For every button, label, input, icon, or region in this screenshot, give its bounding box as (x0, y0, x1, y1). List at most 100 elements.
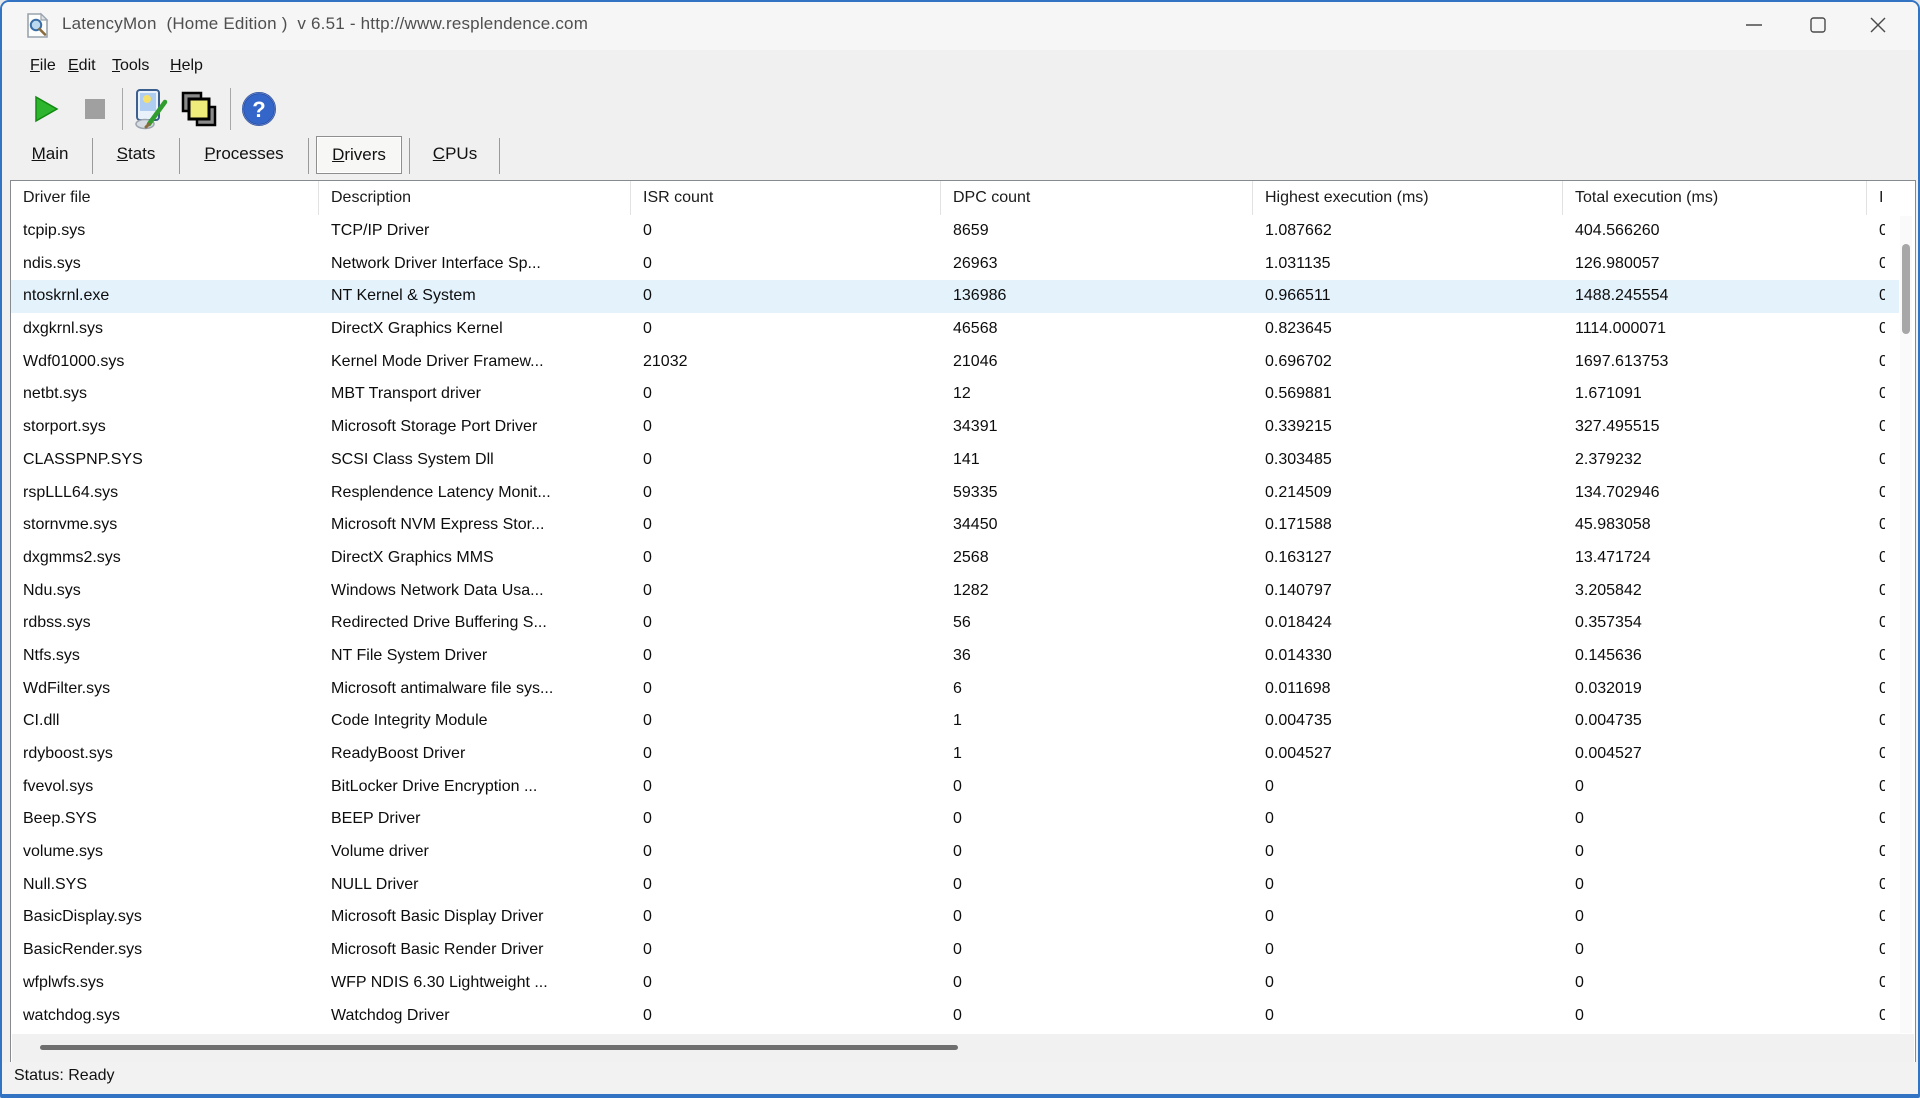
table-row[interactable]: storport.sys Microsoft Storage Port Driv… (11, 411, 1899, 444)
maximize-button[interactable] (1786, 2, 1850, 48)
cell-total-execution: 1488.245554 (1575, 287, 1669, 305)
minimize-button[interactable] (1722, 2, 1786, 48)
cell-clipped: 0 (1867, 1000, 1885, 1033)
cell-dpc-count: 56 (953, 614, 971, 632)
table-row[interactable]: WdFilter.sys Microsoft antimalware file … (11, 672, 1899, 706)
play-icon (35, 95, 59, 123)
cell-total-execution: 3.205842 (1575, 581, 1642, 599)
table-row[interactable]: volume.sys Volume driver 0 0 0 0 0 (11, 836, 1899, 869)
stop-monitor-button[interactable] (74, 86, 116, 132)
tab-processes[interactable]: Processes (204, 144, 284, 163)
cell-driver-file: Wdf01000.sys (23, 352, 125, 370)
cell-driver-file: rdyboost.sys (23, 745, 113, 762)
copy-report-button[interactable] (178, 86, 220, 132)
cell-description: DirectX Graphics Kernel (331, 320, 503, 338)
start-monitor-button[interactable] (24, 86, 66, 132)
table-row[interactable]: BasicDisplay.sys Microsoft Basic Display… (11, 901, 1899, 935)
cell-clipped: 0 (1867, 640, 1885, 673)
menu-edit[interactable]: Edit (68, 57, 96, 74)
cell-driver-file: BasicDisplay.sys (23, 908, 142, 926)
tab-drivers[interactable]: Drivers (316, 136, 402, 174)
cell-description: NT File System Driver (331, 646, 488, 664)
monitor-pen-icon (135, 89, 168, 130)
column-header-driver-file[interactable]: Driver file (11, 181, 319, 215)
table-row[interactable]: dxgmms2.sys DirectX Graphics MMS 0 2568 … (11, 541, 1899, 575)
cell-driver-file: volume.sys (23, 843, 104, 861)
cell-clipped: 0 (1867, 738, 1885, 771)
column-header-clipped[interactable]: I (1879, 189, 1884, 206)
table-row[interactable]: Null.SYS NULL Driver 0 0 0 0 0 (11, 868, 1899, 902)
cell-highest-execution: 0 (1265, 810, 1274, 828)
cell-dpc-count: 0 (953, 1006, 962, 1024)
close-button[interactable] (1846, 2, 1910, 48)
cell-total-execution: 0 (1575, 973, 1584, 991)
cell-description: Microsoft Storage Port Driver (331, 418, 538, 436)
cell-isr-count: 0 (643, 1006, 652, 1024)
column-header-highest-execution[interactable]: Highest execution (ms) (1253, 181, 1563, 215)
cell-dpc-count: 0 (953, 875, 962, 893)
table-row[interactable]: Ndu.sys Windows Network Data Usa... 0 12… (11, 574, 1899, 608)
table-row[interactable]: Beep.SYS BEEP Driver 0 0 0 0 0 (11, 803, 1899, 837)
cell-driver-file: dxgmms2.sys (23, 548, 121, 566)
column-header-dpc-count[interactable]: DPC count (941, 181, 1253, 215)
table-row[interactable]: netbt.sys MBT Transport driver 0 12 0.56… (11, 378, 1899, 412)
menu-help[interactable]: Help (170, 57, 203, 74)
tab-main[interactable]: Main (31, 144, 69, 163)
cell-isr-count: 0 (643, 516, 652, 534)
table-row[interactable]: rdbss.sys Redirected Drive Buffering S..… (11, 607, 1899, 640)
menu-tools[interactable]: Tools (112, 57, 150, 74)
cell-total-execution: 0.145636 (1575, 646, 1642, 664)
cell-highest-execution: 0 (1265, 908, 1274, 926)
column-header-isr-count[interactable]: ISR count (631, 181, 941, 215)
cell-dpc-count: 0 (953, 908, 962, 926)
options-button[interactable] (128, 86, 170, 132)
cell-isr-count: 21032 (643, 352, 688, 370)
table-row[interactable]: watchdog.sys Watchdog Driver 0 0 0 0 0 (11, 999, 1899, 1033)
tab-separator (92, 138, 93, 174)
tab-cpus[interactable]: CPUs (432, 144, 478, 163)
horizontal-scrollbar-thumb[interactable] (40, 1045, 958, 1050)
table-row[interactable]: dxgkrnl.sys DirectX Graphics Kernel 0 46… (11, 313, 1899, 346)
table-row[interactable]: wfplwfs.sys WFP NDIS 6.30 Lightweight ..… (11, 966, 1899, 1000)
cell-clipped: 0 (1867, 248, 1885, 281)
table-row[interactable]: tcpip.sys TCP/IP Driver 0 8659 1.087662 … (11, 215, 1899, 248)
column-header-total-execution[interactable]: Total execution (ms) (1563, 181, 1867, 215)
table-row[interactable]: fvevol.sys BitLocker Drive Encryption ..… (11, 770, 1899, 804)
table-row[interactable]: CLASSPNP.SYS SCSI Class System Dll 0 141… (11, 443, 1899, 477)
driver-table: Driver file Description ISR count DPC co… (10, 180, 1916, 1064)
cell-description: NULL Driver (331, 875, 419, 893)
column-header-description[interactable]: Description (319, 181, 631, 215)
toolbar-separator (122, 88, 123, 130)
help-icon: ? (242, 92, 276, 126)
table-row[interactable]: ntoskrnl.exe NT Kernel & System 0 136986… (11, 280, 1899, 314)
driver-table-body: tcpip.sys TCP/IP Driver 0 8659 1.087662 … (11, 215, 1899, 1033)
vertical-scrollbar-thumb[interactable] (1902, 244, 1910, 334)
vertical-scrollbar[interactable] (1900, 216, 1912, 1033)
cell-clipped: 0 (1867, 411, 1885, 444)
cell-highest-execution: 0 (1265, 777, 1274, 795)
table-row[interactable]: CI.dll Code Integrity Module 0 1 0.00473… (11, 705, 1899, 738)
cell-driver-file: ndis.sys (23, 254, 81, 272)
tab-bar: Main Stats Processes Drivers CPUs (6, 136, 1914, 180)
table-row[interactable]: BasicRender.sys Microsoft Basic Render D… (11, 934, 1899, 967)
cell-isr-count: 0 (643, 646, 652, 664)
cell-clipped: 0 (1867, 803, 1885, 836)
table-row[interactable]: rspLLL64.sys Resplendence Latency Monit.… (11, 476, 1899, 510)
cell-total-execution: 0.004735 (1575, 712, 1642, 730)
table-row[interactable]: rdyboost.sys ReadyBoost Driver 0 1 0.004… (11, 738, 1899, 771)
cell-driver-file: WdFilter.sys (23, 679, 111, 697)
cell-dpc-count: 8659 (953, 222, 989, 239)
cell-clipped: 0 (1867, 771, 1885, 804)
cell-dpc-count: 0 (953, 810, 962, 828)
menu-file[interactable]: File (30, 57, 56, 74)
table-row[interactable]: Wdf01000.sys Kernel Mode Driver Framew..… (11, 345, 1899, 379)
help-button[interactable]: ? (238, 86, 280, 132)
horizontal-scrollbar[interactable] (12, 1034, 1914, 1062)
tab-stats[interactable]: Stats (116, 144, 156, 163)
cell-highest-execution: 0 (1265, 843, 1274, 861)
cell-clipped: 0 (1867, 575, 1885, 608)
table-row[interactable]: Ntfs.sys NT File System Driver 0 36 0.01… (11, 639, 1899, 673)
table-row[interactable]: stornvme.sys Microsoft NVM Express Stor.… (11, 509, 1899, 542)
cell-dpc-count: 34391 (953, 418, 998, 436)
table-row[interactable]: ndis.sys Network Driver Interface Sp... … (11, 247, 1899, 281)
